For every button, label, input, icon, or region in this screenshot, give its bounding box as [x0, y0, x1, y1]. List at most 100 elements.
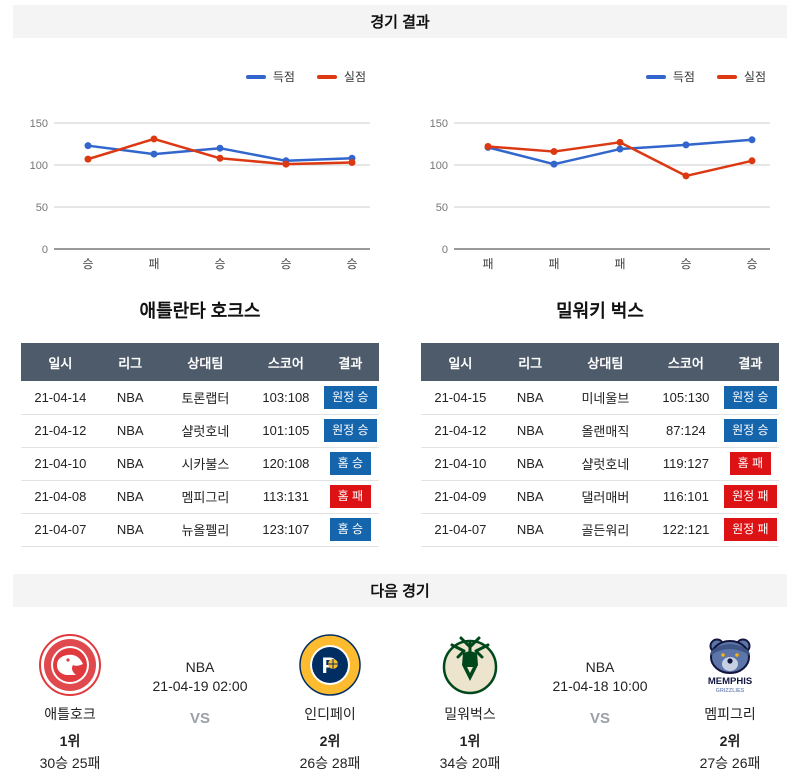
legend-label: 실점: [343, 70, 366, 84]
league-label: NBA: [185, 658, 215, 675]
loss-badge: 원정 패: [724, 485, 777, 508]
next-games-row: 애틀호크 1위 30승 25패 NBA 21-04-19 02:00 VS P 인디페이 2…: [0, 607, 800, 773]
svg-text:승: 승: [680, 257, 691, 271]
opponent-cell: 올랜매직: [560, 414, 651, 448]
team-results-panel: 애틀란타 호크스 일시 리그 상대팀 스코어 결과 21-04-14 NBA 토론랩터 103:1…: [0, 297, 400, 547]
svg-text:승: 승: [346, 257, 357, 271]
team-rank: 1위: [59, 732, 81, 749]
opponent-cell: 뉴올펠리: [160, 513, 251, 547]
game-date-cell: 21-04-09: [421, 480, 500, 514]
column-header: 리그: [499, 343, 561, 381]
team-name: 애틀호크: [44, 705, 96, 722]
column-header: 결과: [321, 343, 379, 381]
team-name: 멤피그리: [704, 705, 756, 722]
table-row: 21-04-12 NBA 올랜매직 87:124 원정 승: [421, 414, 779, 448]
svg-text:승: 승: [214, 257, 225, 271]
league-cell: NBA: [99, 513, 161, 547]
team-title: 밀워키 벅스: [556, 301, 644, 321]
opponent-cell: 미네울브: [560, 381, 651, 415]
game-date-cell: 21-04-07: [421, 513, 500, 547]
game-date-cell: 21-04-10: [21, 447, 100, 481]
league-cell: NBA: [99, 381, 161, 415]
column-header: 일시: [421, 343, 500, 381]
league-cell: NBA: [499, 447, 561, 481]
away-team-card[interactable]: MEMPHIS GRIZZLIES 멤피그리 2위 27승 26패: [668, 633, 793, 773]
game-date-cell: 21-04-15: [421, 381, 500, 415]
score-cell: 119:127: [650, 447, 722, 481]
results-section-header: 경기 결과: [13, 5, 787, 38]
loss-badge: 원정 패: [724, 518, 777, 541]
score-cell: 105:130: [650, 381, 722, 415]
table-row: 21-04-12 NBA 샬럿호네 101:105 원정 승: [21, 414, 379, 448]
column-header: 스코어: [250, 343, 322, 381]
svg-text:승: 승: [82, 257, 93, 271]
next-game-panel: 밀워벅스 1위 34승 20패 NBA 21-04-18 10:00 VS MEMPHIS…: [400, 633, 800, 773]
result-cell: 홈 승: [321, 513, 379, 547]
team-record: 30승 25패: [39, 754, 101, 771]
team-rank: 1위: [459, 732, 481, 749]
legend-item: 득점: [245, 68, 295, 85]
loss-badge: 홈 패: [729, 452, 772, 475]
win-badge: 홈 승: [329, 452, 372, 475]
svg-text:0: 0: [42, 244, 48, 256]
svg-text:150: 150: [30, 118, 48, 130]
svg-text:MEMPHIS: MEMPHIS: [708, 676, 752, 687]
svg-text:패: 패: [548, 257, 559, 271]
result-cell: 원정 승: [721, 381, 779, 415]
matchup-info: NBA 21-04-18 10:00 VS: [533, 633, 668, 773]
table-row: 21-04-07 NBA 골든워리 122:121 원정 패: [421, 513, 779, 547]
result-cell: 원정 패: [721, 513, 779, 547]
table-row: 21-04-09 NBA 댈러매버 116:101 원정 패: [421, 480, 779, 514]
game-date-cell: 21-04-12: [21, 414, 100, 448]
chart-legend: 득점 실점: [400, 68, 800, 85]
result-cell: 원정 승: [321, 381, 379, 415]
bucks-logo-icon: [438, 633, 502, 697]
score-cell: 122:121: [650, 513, 722, 547]
column-header: 일시: [21, 343, 100, 381]
score-cell: 101:105: [250, 414, 322, 448]
next-games-section-header: 다음 경기: [13, 573, 787, 607]
game-datetime: 21-04-19 02:00: [152, 677, 248, 694]
score-chart-1: 득점 실점 0 50 100 150 패 패 패 승 승: [400, 68, 800, 275]
team-results-panel: 밀워키 벅스 일시 리그 상대팀 스코어 결과 21-04-15 NBA 미네울브 105:130…: [400, 297, 800, 547]
vs-label: VS: [189, 709, 210, 727]
home-team-card[interactable]: 애틀호크 1위 30승 25패: [8, 633, 133, 773]
charts-row: 득점 실점 0 50 100 150 승 패 승 승 승 득점 실점 0 50 100 150 패 패 패 승 승: [0, 38, 800, 275]
svg-text:승: 승: [746, 257, 757, 271]
svg-text:150: 150: [430, 118, 448, 130]
game-date-cell: 21-04-12: [421, 414, 500, 448]
tables-row: 애틀란타 호크스 일시 리그 상대팀 스코어 결과 21-04-14 NBA 토론랩터 103:1…: [0, 297, 800, 547]
score-chart-0: 득점 실점 0 50 100 150 승 패 승 승 승: [0, 68, 400, 275]
score-cell: 120:108: [250, 447, 322, 481]
score-cell: 87:124: [650, 414, 722, 448]
svg-text:패: 패: [614, 257, 625, 271]
league-cell: NBA: [499, 381, 561, 415]
svg-text:패: 패: [148, 257, 159, 271]
league-cell: NBA: [499, 480, 561, 514]
result-cell: 홈 패: [321, 480, 379, 514]
opponent-cell: 골든워리: [560, 513, 651, 547]
table-row: 21-04-15 NBA 미네울브 105:130 원정 승: [421, 381, 779, 415]
game-date-cell: 21-04-08: [21, 480, 100, 514]
svg-text:패: 패: [482, 257, 493, 271]
line-chart: 0 50 100 150 패 패 패 승 승: [430, 118, 770, 271]
column-header: 상대팀: [560, 343, 651, 381]
table-row: 21-04-10 NBA 시카불스 120:108 홈 승: [21, 447, 379, 481]
game-date-cell: 21-04-14: [21, 381, 100, 415]
svg-text:100: 100: [30, 160, 48, 172]
opponent-cell: 샬럿호네: [560, 447, 651, 481]
legend-dash-icon: [316, 74, 337, 79]
league-cell: NBA: [99, 414, 161, 448]
legend-dash-icon: [245, 74, 266, 79]
opponent-cell: 댈러매버: [560, 480, 651, 514]
table-row: 21-04-14 NBA 토론랩터 103:108 원정 승: [21, 381, 379, 415]
score-cell: 123:107: [250, 513, 322, 547]
loss-badge: 홈 패: [329, 485, 372, 508]
game-date-cell: 21-04-10: [421, 447, 500, 481]
home-team-card[interactable]: 밀워벅스 1위 34승 20패: [408, 633, 533, 773]
away-team-card[interactable]: P 인디페이 2위 26승 28패: [268, 633, 393, 773]
matchup-info: NBA 21-04-19 02:00 VS: [133, 633, 268, 773]
score-cell: 116:101: [650, 480, 722, 514]
results-section-title: 경기 결과: [370, 14, 430, 31]
column-header: 스코어: [650, 343, 722, 381]
